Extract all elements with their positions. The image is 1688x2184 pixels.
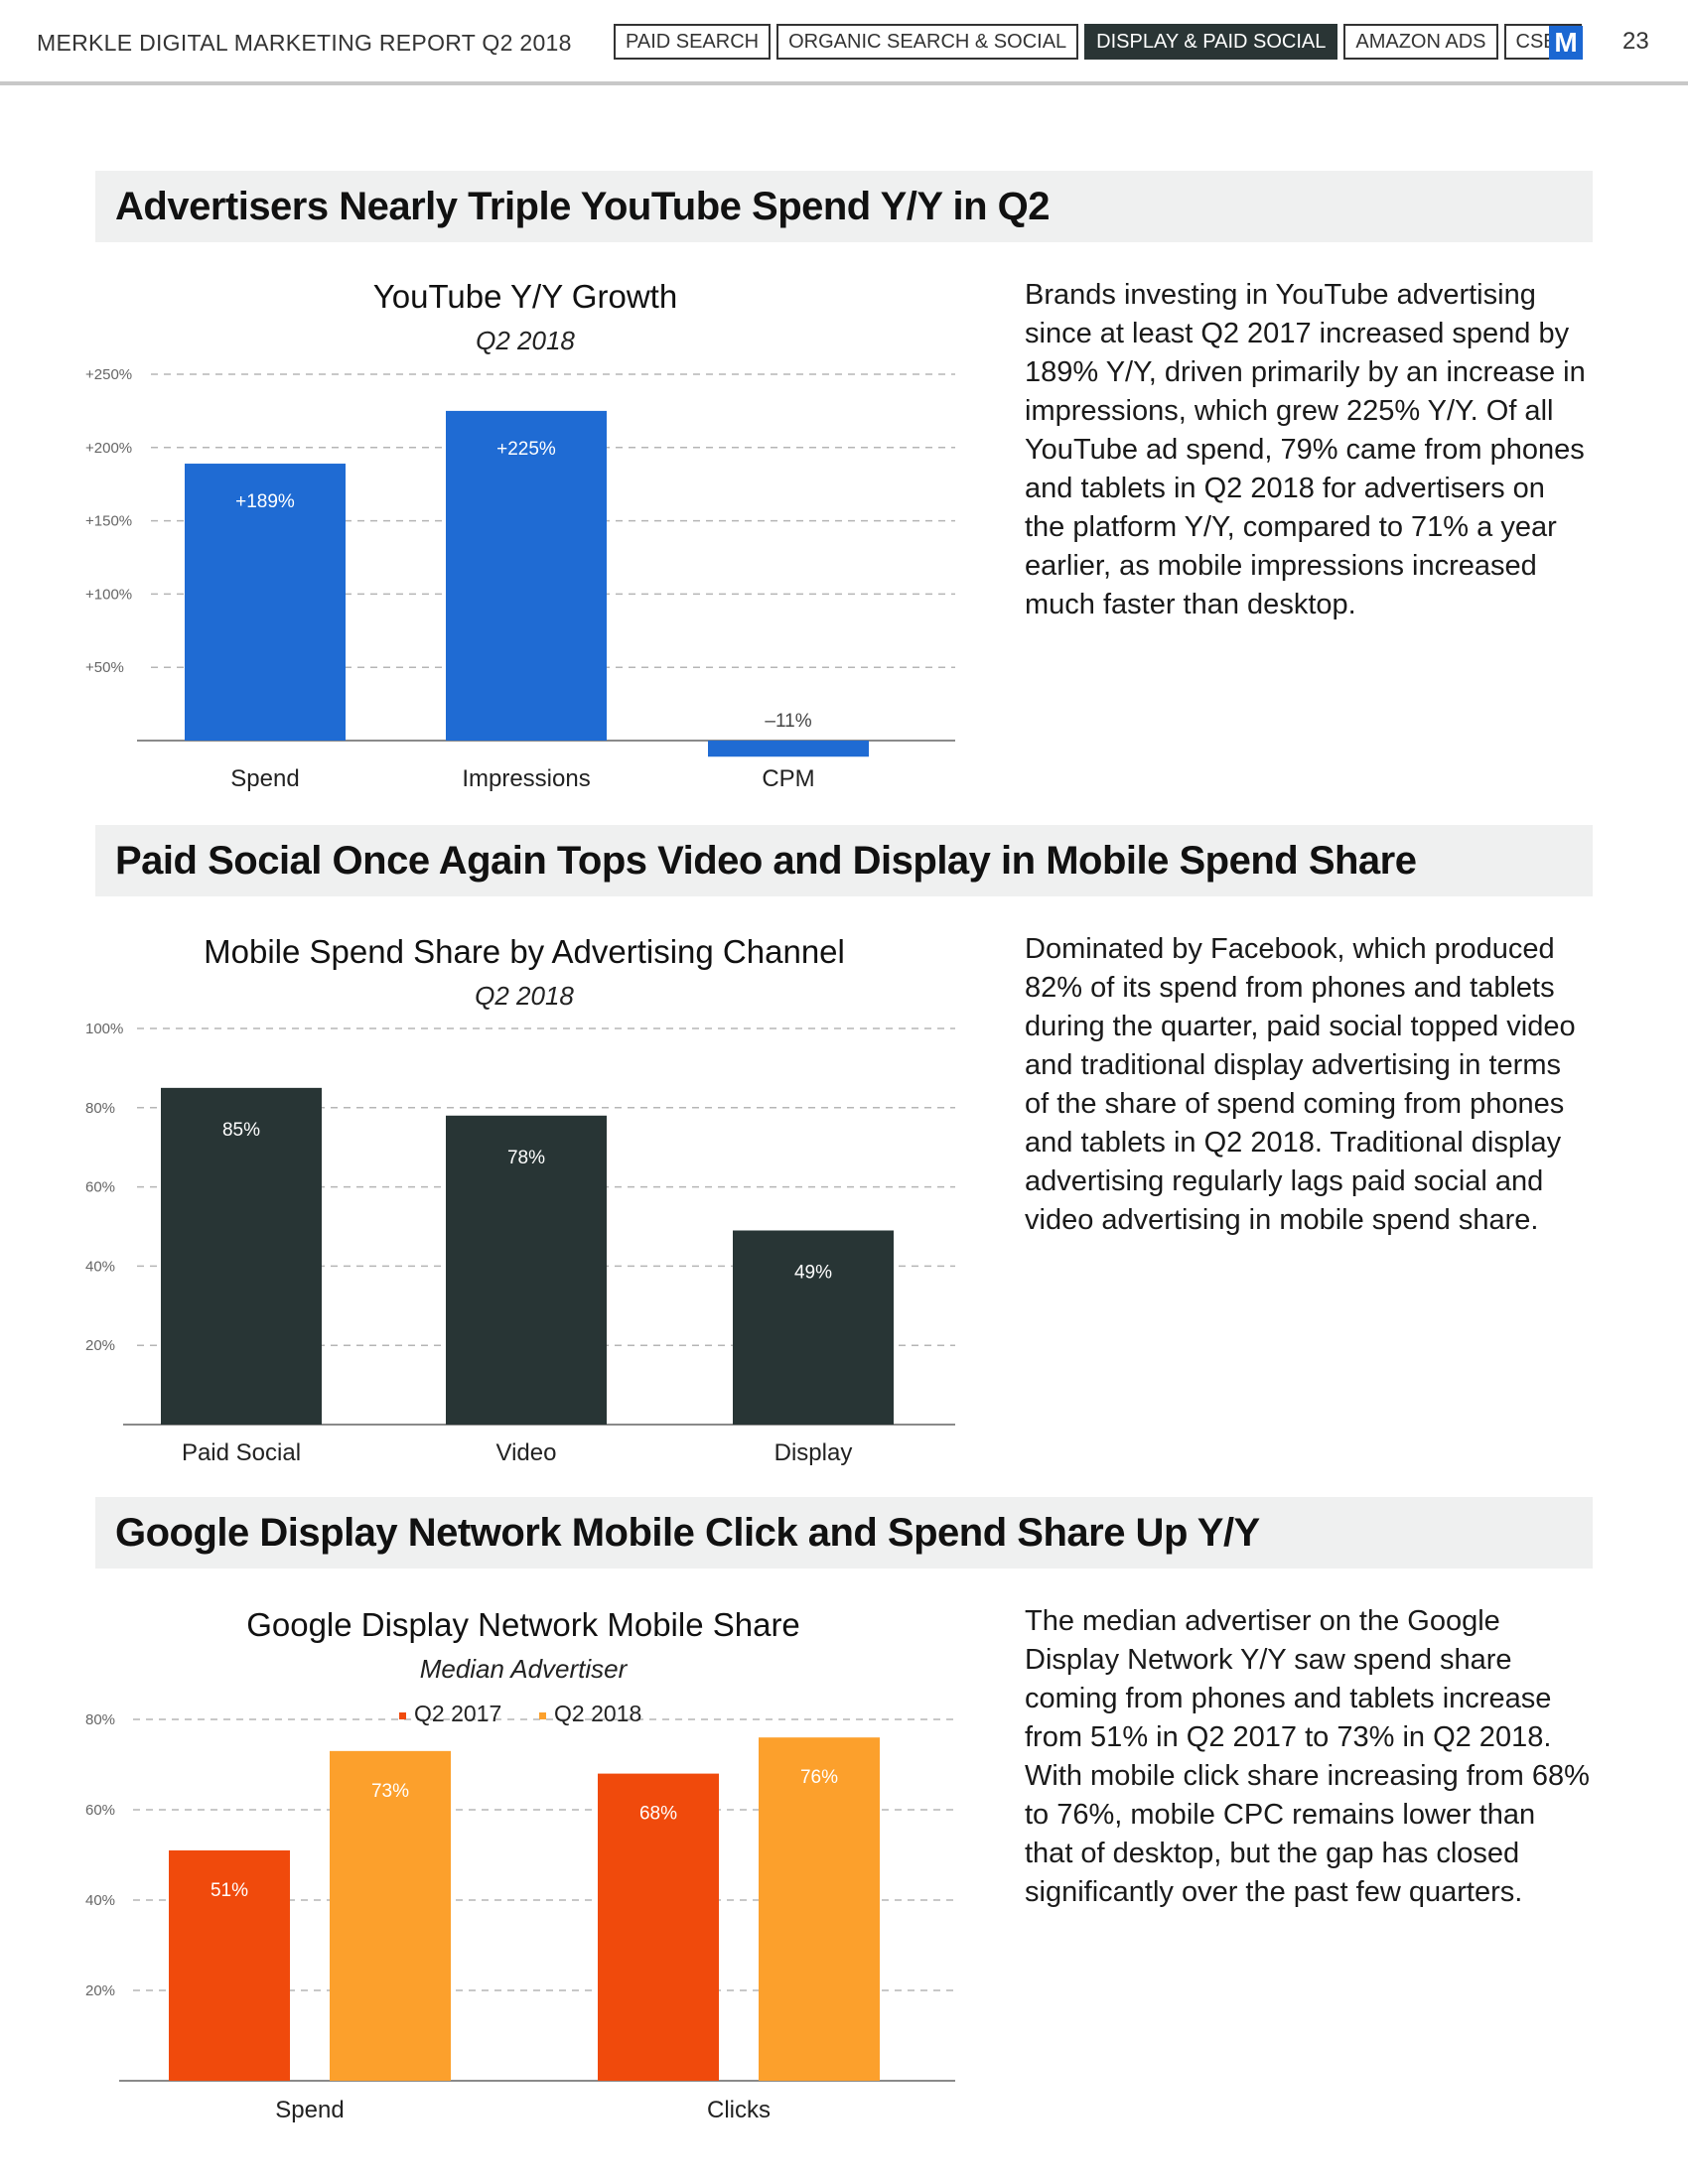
bar-data-label: 73% [371,1781,409,1802]
x-category-label: Spend [275,2097,344,2123]
bar-data-label: +225% [496,439,556,460]
bar-cpm [708,741,869,757]
page-number: 23 [1622,28,1649,55]
section-3-banner: Google Display Network Mobile Click and … [95,1497,1593,1569]
header-divider [0,81,1688,85]
chart-1-title: Mobile Spend Share by Advertising Channe… [204,933,845,970]
report-title: MERKLE DIGITAL MARKETING REPORT Q2 2018 [37,30,572,56]
youtube-growth-chart: YouTube Y/Y Growth Q2 2018 +50% +100% +150% +… [85,268,973,804]
bar-spend-0 [169,1849,290,2081]
x-category-label: Clicks [707,2097,771,2123]
x-category-label: Impressions [462,765,590,792]
chart-1-y-tick-label: 100% [85,1021,123,1037]
section-3-text: The median advertiser on the Google Disp… [1025,1605,1590,1908]
bar-data-label: 49% [794,1262,832,1283]
chart-2-y-tick-label: 80% [85,1711,115,1728]
chart-2-y-tick-label: 60% [85,1802,115,1819]
bar-display [733,1230,894,1425]
bar-data-label: 68% [639,1804,677,1825]
mobile-spend-share-chart: Mobile Spend Share by Advertising Channe… [85,923,973,1469]
tab-display-paid-social[interactable]: DISPLAY & PAID SOCIAL [1084,24,1338,60]
section-1-text: Brands investing in YouTube advertising … [1025,279,1586,620]
legend-label-1: Q2 2018 [554,1701,641,1726]
mobile-spend-share-chart-svg: Mobile Spend Share by Advertising Channe… [85,933,955,1466]
section-2-banner: Paid Social Once Again Tops Video and Di… [95,825,1593,896]
bar-impressions [446,410,607,741]
chart-1-y-tick-label: 40% [85,1258,115,1275]
gdn-mobile-share-chart: Google Display Network Mobile Share Media… [85,1596,973,2152]
chart-1-subtitle: Q2 2018 [475,981,574,1011]
bar-data-label: 78% [507,1148,545,1168]
chart-0-title: YouTube Y/Y Growth [373,278,677,315]
tab-amazon-ads[interactable]: AMAZON ADS [1343,24,1498,60]
chart-0-subtitle: Q2 2018 [476,326,575,355]
section-nav: PAID SEARCH ORGANIC SEARCH & SOCIAL DISP… [614,24,1582,60]
bar-paid-social [161,1087,322,1425]
tab-paid-search[interactable]: PAID SEARCH [614,24,772,60]
merkle-logo-icon: M [1549,26,1583,60]
report-header: MERKLE DIGITAL MARKETING REPORT Q2 2018 … [0,0,1688,85]
chart-0-y-tick-label: +100% [85,586,132,603]
tab-organic-search-social[interactable]: ORGANIC SEARCH & SOCIAL [776,24,1079,60]
section-2-text: Dominated by Facebook, which produced 82… [1025,933,1576,1236]
section-3-title: Google Display Network Mobile Click and … [115,1511,1260,1555]
chart-2-subtitle: Median Advertiser [420,1654,629,1684]
bar-clicks-0 [598,1773,719,2081]
x-category-label: Paid Social [182,1439,301,1466]
chart-0-y-tick-label: +50% [85,659,124,676]
chart-1-y-tick-label: 20% [85,1337,115,1354]
chart-2-title: Google Display Network Mobile Share [246,1606,800,1643]
section-2-title: Paid Social Once Again Tops Video and Di… [115,839,1417,883]
bar-spend [185,464,346,741]
legend-swatch-1 [539,1712,546,1719]
chart-2-y-tick-label: 40% [85,1892,115,1909]
section-1-banner: Advertisers Nearly Triple YouTube Spend … [95,171,1593,242]
youtube-growth-chart-svg: YouTube Y/Y Growth Q2 2018 +50% +100% +150% +… [85,278,955,792]
legend-label-0: Q2 2017 [414,1701,501,1726]
x-category-label: CPM [762,765,814,792]
gdn-mobile-share-chart-svg: Google Display Network Mobile Share Media… [85,1606,955,2123]
x-category-label: Display [774,1439,853,1466]
legend-swatch-0 [399,1712,406,1719]
chart-0-y-tick-label: +150% [85,513,132,530]
section-1-title: Advertisers Nearly Triple YouTube Spend … [115,185,1051,228]
chart-2-y-tick-label: 20% [85,1982,115,1999]
bar-data-label: 51% [211,1880,248,1901]
bar-video [446,1115,607,1425]
x-category-label: Video [496,1439,557,1466]
bar-data-label: –11% [765,711,811,732]
chart-1-y-tick-label: 80% [85,1100,115,1117]
bar-data-label: +189% [235,491,295,512]
bar-data-label: 85% [222,1120,260,1141]
chart-1-y-tick-label: 60% [85,1179,115,1196]
bar-clicks-1 [759,1737,880,2081]
chart-0-y-tick-label: +250% [85,366,132,383]
bar-data-label: 76% [800,1767,838,1788]
chart-0-y-tick-label: +200% [85,440,132,457]
x-category-label: Spend [230,765,299,792]
bar-spend-1 [330,1750,451,2081]
